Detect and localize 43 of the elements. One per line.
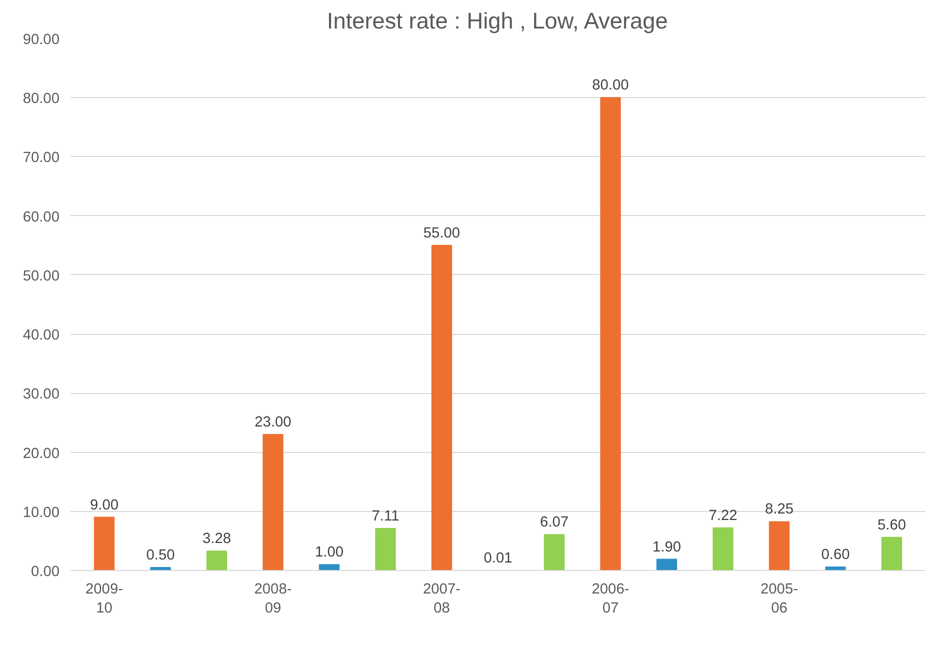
data-label: 1.90 [652, 539, 682, 556]
data-label: 7.22 [708, 508, 738, 524]
y-tick-label: 30.00 [22, 386, 60, 403]
y-tick-label: 60.00 [22, 209, 60, 226]
data-label: 0.50 [146, 548, 175, 564]
x-tick-label: 2006- 07 [592, 582, 630, 617]
bar [544, 534, 565, 570]
data-label: 0.60 [821, 546, 850, 563]
bar [206, 550, 228, 570]
x-tick-label: 2007- 08 [423, 582, 461, 617]
bar [318, 564, 340, 570]
bar [768, 521, 790, 570]
bar [712, 527, 734, 570]
y-tick-label: 20.00 [22, 446, 60, 462]
bar [656, 558, 678, 570]
chart-title: Interest rate : High , Low, Average [326, 8, 668, 34]
x-tick-label: 2008- 09 [254, 582, 292, 617]
x-tick-label: 2005- 06 [760, 582, 798, 617]
y-tick-label: 0.00 [30, 564, 60, 580]
y-tick-label: 80.00 [22, 91, 60, 108]
y-tick-label: 90.00 [22, 32, 60, 48]
x-tick-label: 2009- 10 [86, 582, 124, 617]
data-label: 0.01 [484, 550, 512, 566]
y-tick-label: 10.00 [22, 504, 60, 521]
bar [600, 97, 621, 570]
y-tick-label: 40.00 [22, 328, 60, 344]
bar [881, 536, 902, 570]
data-label: 5.60 [877, 517, 906, 534]
data-label: 9.00 [90, 497, 119, 514]
data-label: 23.00 [254, 414, 292, 431]
data-label: 80.00 [592, 78, 629, 94]
bar [94, 516, 115, 570]
data-label: 1.00 [314, 544, 344, 561]
data-label: 3.28 [202, 531, 232, 548]
data-label: 6.07 [540, 514, 569, 531]
bar [431, 244, 452, 570]
data-label: 55.00 [423, 225, 460, 242]
y-tick-label: 70.00 [22, 150, 60, 166]
bar [262, 434, 284, 570]
bar [375, 528, 396, 570]
data-label: 8.25 [764, 502, 794, 518]
data-label: 7.11 [372, 508, 400, 524]
y-tick-label: 50.00 [22, 268, 60, 284]
